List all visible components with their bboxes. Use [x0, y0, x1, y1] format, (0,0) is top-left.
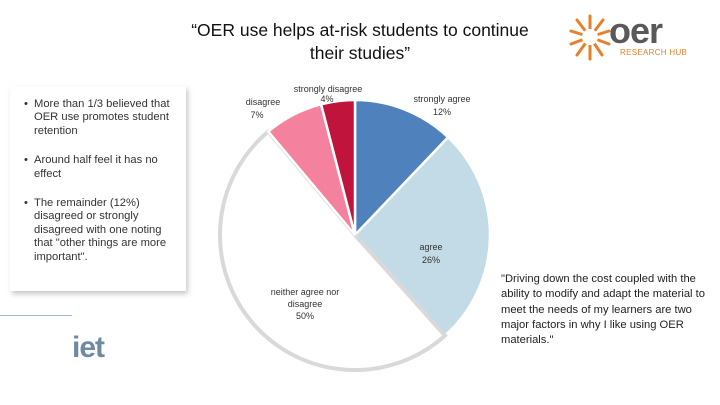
testimonial-quote: "Driving down the cost coupled with the …: [501, 273, 705, 347]
slice-value-strongly-disagree: 4%: [320, 94, 333, 104]
slide-title-line-2: their studies”: [309, 43, 411, 63]
iet-logo: iet: [72, 331, 105, 364]
slide-title: “OER use helps at-risk students to conti…: [150, 19, 570, 65]
bullet-item: Around half feel it has no effect: [24, 154, 180, 181]
pie-slice-neither: [218, 128, 448, 372]
slice-value-agree: 26%: [422, 255, 440, 265]
pie-slice-agree: [353, 135, 492, 338]
slice-value-disagree: 7%: [250, 110, 263, 120]
oer-logo-word: oer: [609, 10, 663, 51]
oer-logo-tagline: RESEARCH HUB: [620, 48, 688, 57]
bullet-box: More than 1/3 believed that OER use prom…: [10, 86, 186, 291]
oer-research-hub-logo: oer RESEARCH HUB: [568, 10, 688, 66]
slide-title-line-1: “OER use helps at-risk students to conti…: [191, 20, 529, 40]
slice-value-strongly-agree: 12%: [433, 107, 451, 117]
slice-label-disagree: disagree: [246, 97, 281, 107]
slice-label-agree: agree: [419, 242, 442, 252]
divider-line: [0, 315, 72, 316]
slice-label-strongly-disagree: strongly disagree: [294, 84, 363, 94]
bullet-item: The remainder (12%) disagreed or strongl…: [24, 197, 180, 264]
pie-slice-strongly-disagree: [319, 98, 357, 236]
pie-chart: strongly agree 12% agree 26% neither agree n…: [218, 84, 492, 372]
bullet-item: More than 1/3 believed that OER use prom…: [24, 98, 180, 138]
oer-sunburst-icon: [569, 14, 611, 61]
slice-value-neither: 50%: [296, 311, 314, 321]
slice-label-neither: neither agree nor disagree: [271, 287, 340, 309]
pie-slice-strongly-agree: [353, 98, 450, 239]
slice-label-strongly-agree: strongly agree: [413, 94, 470, 104]
